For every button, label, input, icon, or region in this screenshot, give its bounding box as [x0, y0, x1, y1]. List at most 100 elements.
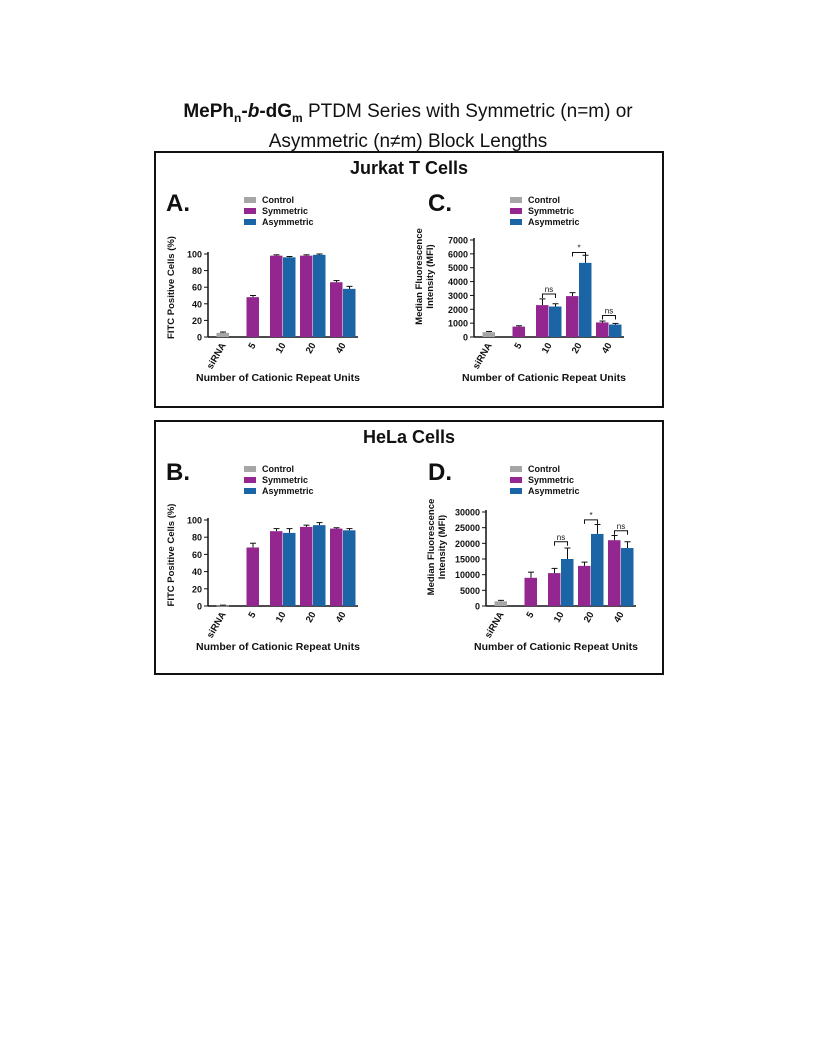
chart-area-jurkat: A. ControlSymmetricAsymmetric020406080100…	[166, 190, 626, 384]
y-tick-label: 5000	[448, 263, 468, 273]
y-tick-label: 80	[192, 533, 202, 543]
y-axis-label: FITC Positive Cells (%)	[166, 236, 177, 339]
panel-letter: C.	[428, 190, 452, 217]
bar-symmetric-10	[548, 573, 561, 606]
chart-area-hela: B. ControlSymmetricAsymmetric020406080100…	[166, 459, 638, 653]
x-tick-label: 20	[582, 610, 597, 625]
x-axis-label: Number of Cationic Repeat Units	[462, 372, 626, 384]
y-tick-label: 25000	[455, 523, 480, 533]
y-tick-label: 0	[475, 602, 480, 612]
legend-label-symmetric: Symmetric	[262, 206, 308, 216]
bar-asymmetric-20	[579, 262, 592, 337]
figure-title-line-2: Asymmetric (n≠m) Block Lengths	[268, 130, 548, 152]
y-axis-label: FITC Positive Cells (%)	[166, 504, 177, 607]
legend-swatch-symmetric	[510, 208, 522, 214]
bar-asymmetric-10	[283, 257, 296, 337]
significance-label: *	[589, 511, 592, 520]
panel-letter: B.	[166, 459, 190, 486]
panel-jurkat: Jurkat T Cells A. Control Symmetric Asymmet…	[154, 151, 664, 408]
y-tick-label: 20	[192, 316, 202, 326]
significance-bracket	[542, 293, 556, 299]
legend-swatch-control	[244, 197, 256, 203]
legend-swatch-asymmetric	[244, 219, 256, 225]
x-tick-label: 5	[524, 609, 537, 620]
legend-label-asymmetric: Asymmetric	[262, 217, 314, 227]
bar-asymmetric-20	[591, 533, 604, 606]
bar-symmetric-5	[246, 547, 259, 606]
legend-swatch-control	[510, 197, 522, 203]
bar-asymmetric-10	[549, 306, 562, 337]
bar-asymmetric-20	[313, 254, 326, 337]
bar-symmetric-10	[270, 255, 283, 337]
bar-symmetric-40	[608, 540, 621, 606]
bar-asymmetric-20	[313, 525, 326, 606]
x-tick-label: 40	[334, 341, 349, 356]
bar-asymmetric-10	[561, 559, 574, 606]
y-tick-label: 60	[192, 550, 202, 560]
x-tick-label: 10	[274, 610, 289, 625]
legend-swatch-asymmetric	[510, 488, 522, 494]
x-tick-label: siRNA	[205, 341, 229, 371]
y-tick-label: 60	[192, 283, 202, 293]
x-tick-label: 5	[246, 609, 259, 620]
bar-control-siRNA	[216, 605, 229, 607]
y-tick-label: 3000	[448, 291, 468, 301]
panel-title-hela: HeLa Cells	[362, 427, 456, 447]
bar-asymmetric-40	[343, 530, 356, 606]
y-tick-label: 7000	[448, 236, 468, 246]
x-tick-label: 40	[600, 341, 615, 356]
y-tick-label: 40	[192, 567, 202, 577]
y-axis-label-line1: Median Fluorescence	[426, 499, 437, 596]
legend-label-control: Control	[262, 464, 294, 474]
bar-control-siRNA	[494, 601, 507, 606]
legend-swatch-symmetric	[510, 477, 522, 483]
legend-label-asymmetric: Asymmetric	[262, 486, 314, 496]
y-tick-label: 100	[187, 516, 202, 526]
legend-label-control: Control	[528, 195, 560, 205]
legend-swatch-symmetric	[244, 477, 256, 483]
significance-bracket	[584, 519, 598, 524]
x-tick-label: 5	[246, 340, 259, 351]
x-tick-label: 20	[304, 341, 319, 356]
bar-symmetric-20	[300, 526, 313, 606]
y-tick-label: 15000	[455, 555, 480, 565]
x-tick-label: 5	[512, 340, 525, 351]
bar-symmetric-10	[270, 531, 283, 606]
legend-label-symmetric: Symmetric	[262, 475, 308, 485]
legend-swatch-control	[510, 466, 522, 472]
x-tick-label: 10	[274, 341, 289, 356]
panel-hela: HeLa Cells B. Control Symmetric Asymmetric 0…	[154, 420, 664, 675]
x-axis-label: Number of Cationic Repeat Units	[196, 641, 360, 653]
x-tick-label: 40	[612, 610, 627, 625]
bar-asymmetric-40	[343, 288, 356, 337]
legend-swatch-symmetric	[244, 208, 256, 214]
significance-bracket	[614, 530, 628, 535]
y-tick-label: 2000	[448, 305, 468, 315]
x-tick-label: 10	[540, 341, 555, 356]
significance-label: ns	[617, 522, 625, 531]
legend-label-control: Control	[528, 464, 560, 474]
x-tick-label: siRNA	[483, 610, 507, 640]
bar-symmetric-40	[330, 282, 343, 337]
y-tick-label: 10000	[455, 570, 480, 580]
significance-label: ns	[545, 285, 553, 294]
y-tick-label: 40	[192, 299, 202, 309]
bar-asymmetric-10	[283, 532, 296, 606]
bar-symmetric-20	[566, 296, 579, 337]
legend-label-symmetric: Symmetric	[528, 475, 574, 485]
bar-symmetric-40	[596, 322, 609, 337]
bar-symmetric-20	[300, 255, 313, 337]
x-axis-label: Number of Cationic Repeat Units	[474, 641, 638, 653]
y-tick-label: 0	[197, 602, 202, 612]
legend-swatch-asymmetric	[244, 488, 256, 494]
y-axis-label-line2: Intensity (MFI)	[425, 244, 436, 308]
legend-label-control: Control	[262, 195, 294, 205]
x-tick-label: siRNA	[205, 610, 229, 640]
panel-letter: A.	[166, 190, 190, 217]
y-tick-label: 0	[463, 333, 468, 343]
panel-title-jurkat: Jurkat T Cells	[349, 158, 469, 178]
y-tick-label: 20000	[455, 539, 480, 549]
bar-symmetric-10	[536, 305, 549, 337]
